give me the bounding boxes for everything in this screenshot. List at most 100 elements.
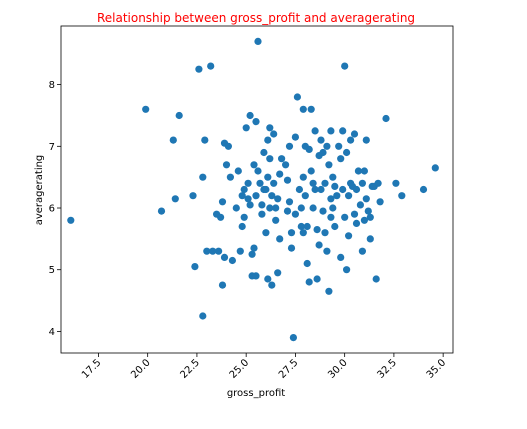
- data-point: [217, 213, 225, 221]
- data-point: [226, 173, 234, 181]
- data-point: [354, 167, 362, 175]
- data-point: [341, 213, 349, 221]
- data-point: [323, 247, 331, 255]
- data-point: [240, 213, 248, 221]
- y-tick-label: 5: [49, 265, 55, 276]
- data-point: [309, 179, 317, 187]
- data-point: [157, 207, 166, 215]
- data-point: [352, 185, 361, 194]
- y-tick-label: 6: [49, 204, 55, 215]
- data-point: [305, 145, 313, 153]
- y-axis: 4 5 6 7 8: [49, 80, 61, 338]
- data-point: [382, 114, 390, 123]
- data-point: [376, 198, 384, 206]
- x-tick-label: 35.0: [425, 357, 449, 381]
- data-point: [222, 161, 231, 169]
- data-point: [339, 127, 347, 135]
- data-point: [252, 118, 260, 126]
- data-point: [283, 176, 292, 184]
- data-point: [252, 192, 260, 200]
- data-point: [358, 247, 366, 255]
- data-point: [260, 148, 268, 157]
- data-point: [299, 173, 307, 181]
- data-point: [189, 192, 197, 200]
- data-point: [209, 247, 217, 255]
- data-point: [262, 185, 270, 194]
- data-point: [232, 204, 240, 212]
- y-tick-label: 8: [49, 80, 55, 91]
- data-point: [321, 179, 329, 187]
- x-tick-label: 22.5: [179, 357, 203, 381]
- x-tick-label: 25.0: [228, 357, 252, 381]
- chart-title: Relationship between gross_profit and av…: [97, 11, 415, 25]
- data-point: [242, 124, 250, 132]
- x-tick-label: 30.0: [326, 357, 350, 381]
- data-point: [358, 179, 366, 187]
- data-point: [254, 37, 262, 46]
- data-point: [246, 201, 254, 209]
- data-point: [278, 155, 286, 163]
- data-point: [299, 229, 307, 237]
- data-point: [347, 136, 355, 144]
- data-point: [335, 142, 343, 150]
- data-point: [175, 111, 183, 120]
- data-point: [303, 259, 311, 268]
- data-point: [256, 179, 264, 187]
- data-point: [362, 195, 370, 203]
- data-point: [329, 173, 337, 181]
- data-point: [297, 222, 305, 231]
- data-point: [238, 222, 246, 231]
- data-point: [195, 65, 203, 73]
- data-point: [282, 161, 290, 169]
- data-point: [392, 179, 400, 187]
- data-point: [295, 185, 303, 194]
- data-point: [287, 244, 296, 252]
- data-point: [285, 142, 294, 150]
- data-point: [293, 93, 301, 101]
- data-point: [301, 192, 309, 200]
- data-point: [345, 232, 353, 240]
- data-point: [323, 142, 331, 150]
- data-point: [307, 167, 315, 175]
- data-point: [321, 229, 329, 237]
- data-point: [299, 105, 307, 113]
- data-point: [319, 207, 327, 215]
- data-point: [236, 247, 244, 255]
- data-point: [201, 136, 209, 144]
- data-point: [270, 130, 278, 138]
- data-point: [331, 222, 339, 231]
- data-point: [262, 229, 270, 237]
- data-point: [362, 136, 370, 144]
- data-point: [67, 216, 75, 224]
- data-point: [337, 253, 345, 261]
- data-point: [327, 195, 335, 203]
- data-point: [238, 192, 246, 200]
- data-point: [169, 136, 177, 144]
- data-point: [303, 222, 311, 231]
- data-point: [325, 287, 333, 295]
- data-point: [254, 167, 262, 175]
- data-point: [360, 216, 368, 224]
- data-point: [191, 263, 199, 271]
- data-point: [333, 192, 341, 200]
- data-point: [171, 195, 179, 203]
- data-point: [268, 281, 276, 289]
- x-tick-label: 32.5: [376, 357, 400, 381]
- data-point: [311, 185, 319, 194]
- data-point: [398, 192, 406, 200]
- data-point: [313, 226, 321, 234]
- data-point: [345, 192, 353, 200]
- data-point: [234, 167, 242, 175]
- data-point: [341, 62, 349, 70]
- data-point: [329, 204, 337, 212]
- data-point: [266, 155, 274, 163]
- data-point: [276, 170, 284, 178]
- data-point: [199, 312, 207, 320]
- data-point: [220, 253, 229, 261]
- data-point: [356, 201, 364, 209]
- y-axis-label: averagerating: [34, 155, 45, 226]
- data-point: [250, 244, 258, 252]
- data-point: [218, 281, 227, 289]
- data-point: [215, 247, 223, 255]
